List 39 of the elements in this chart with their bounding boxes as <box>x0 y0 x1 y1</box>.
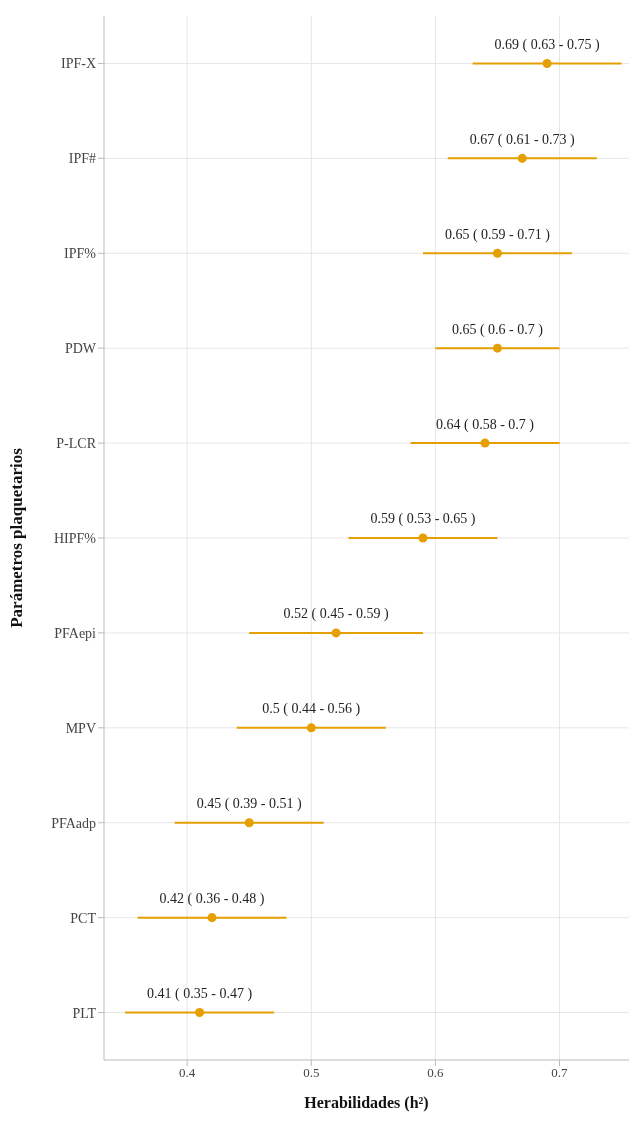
data-label: 0.65 ( 0.6 - 0.7 ) <box>451 321 544 338</box>
point <box>480 438 490 448</box>
point <box>517 153 527 163</box>
y-tick-label: PDW <box>64 341 97 357</box>
data-label: 0.52 ( 0.45 - 0.59 ) <box>283 606 389 623</box>
point <box>492 248 502 258</box>
y-tick-label: MPV <box>65 720 96 736</box>
data-label: 0.41 ( 0.35 - 0.47 ) <box>147 986 253 1003</box>
x-tick-label: 0.4 <box>179 1065 196 1081</box>
y-tick-label: IPF-X <box>60 56 96 72</box>
data-label: 0.45 ( 0.39 - 0.51 ) <box>196 796 303 813</box>
y-tick-label: IPF% <box>64 246 97 262</box>
data-label: 0.5 ( 0.44 - 0.56 ) <box>262 701 361 718</box>
x-tick-label: 0.5 <box>303 1065 320 1081</box>
y-tick-label: PFAadp <box>51 815 96 831</box>
data-label: 0.65 ( 0.59 - 0.71 ) <box>444 226 551 243</box>
data-label: 0.69 ( 0.63 - 0.75 ) <box>494 36 600 53</box>
y-tick-label: PLT <box>72 1005 97 1021</box>
data-label: 0.59 ( 0.53 - 0.65 ) <box>370 511 476 528</box>
data-label: 0.64 ( 0.58 - 0.7 ) <box>436 416 535 433</box>
point <box>492 343 502 353</box>
y-tick-label: PFAepi <box>54 625 97 641</box>
x-tick-label: 0.7 <box>551 1065 569 1081</box>
y-tick-label: IPF# <box>68 151 96 167</box>
y-tick-label: HIPF% <box>53 530 97 546</box>
x-tick-label: 0.6 <box>427 1065 445 1081</box>
data-label: 0.67 ( 0.61 - 0.73 ) <box>469 131 576 148</box>
x-axis-title: Herabilidades (h²) <box>304 1094 429 1112</box>
point <box>195 1008 205 1018</box>
point <box>306 723 316 733</box>
y-tick-label: PCT <box>70 910 97 926</box>
point <box>331 628 341 638</box>
y-tick-label: P-LCR <box>56 436 97 452</box>
data-label: 0.42 ( 0.36 - 0.48 ) <box>159 891 265 908</box>
point <box>542 58 552 68</box>
y-axis-title: Parámetros plaquetarios <box>7 447 27 628</box>
point <box>207 913 217 923</box>
point <box>244 818 254 828</box>
point <box>418 533 428 543</box>
